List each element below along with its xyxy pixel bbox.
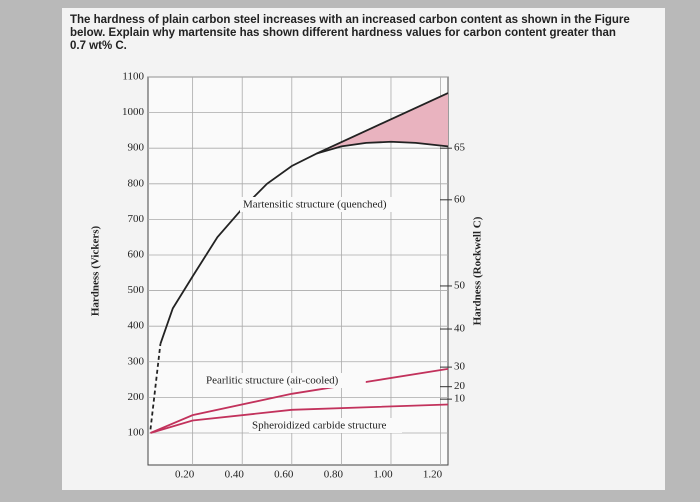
- y-tick-label: 1100: [122, 71, 144, 83]
- annotation-box: [240, 197, 403, 212]
- x-tick-label: 1.00: [373, 469, 393, 481]
- x-tick-label: 0.40: [225, 469, 245, 481]
- y2-tick-label: 20: [454, 380, 466, 392]
- y-axis-label: Hardness (Vickers): [90, 226, 102, 317]
- y2-tick-label: 65: [454, 142, 466, 154]
- y-tick-label: 400: [128, 320, 145, 332]
- y-tick-label: 700: [128, 213, 145, 225]
- question-line: below. Explain why martensite has shown …: [70, 27, 616, 39]
- y2-axis-label: Hardness (Rockwell C): [472, 216, 484, 325]
- y2-tick-label: 60: [454, 193, 466, 205]
- y-tick-label: 900: [128, 142, 145, 154]
- series-line: [150, 368, 449, 434]
- series-label: Spheroidized carbide structure: [252, 420, 387, 432]
- y-tick-label: 800: [128, 177, 145, 189]
- y2-tick-label: 10: [454, 393, 466, 405]
- y2-tick-label: 40: [454, 323, 466, 335]
- y-tick-label: 200: [128, 391, 145, 403]
- x-tick-label: 0.60: [274, 469, 294, 481]
- annotation-box: [249, 418, 402, 433]
- y-tick-label: 1000: [122, 106, 145, 118]
- series-label: Pearlitic structure (air-cooled): [206, 375, 339, 387]
- y-tick-label: 300: [128, 355, 145, 367]
- series-line: [316, 92, 449, 155]
- series-label: Martensitic structure (quenched): [243, 199, 387, 211]
- series-line: [150, 403, 449, 434]
- question: The hardness of plain carbon steel incre…: [70, 14, 660, 53]
- x-tick-label: 0.80: [324, 469, 344, 481]
- y2-tick-label: 30: [454, 361, 466, 373]
- question-line: The hardness of plain carbon steel incre…: [70, 14, 630, 26]
- annotation-box: [203, 373, 366, 388]
- y-tick-label: 100: [128, 426, 145, 438]
- question-line: 0.7 wt% C.: [70, 40, 127, 52]
- y-tick-label: 500: [128, 284, 145, 296]
- series-line: [149, 343, 162, 430]
- x-tick-label: 0.20: [175, 469, 195, 481]
- series-line: [159, 140, 449, 345]
- y2-tick-label: 50: [454, 279, 466, 291]
- y-tick-label: 600: [128, 249, 145, 261]
- x-tick-label: 1.20: [423, 469, 443, 481]
